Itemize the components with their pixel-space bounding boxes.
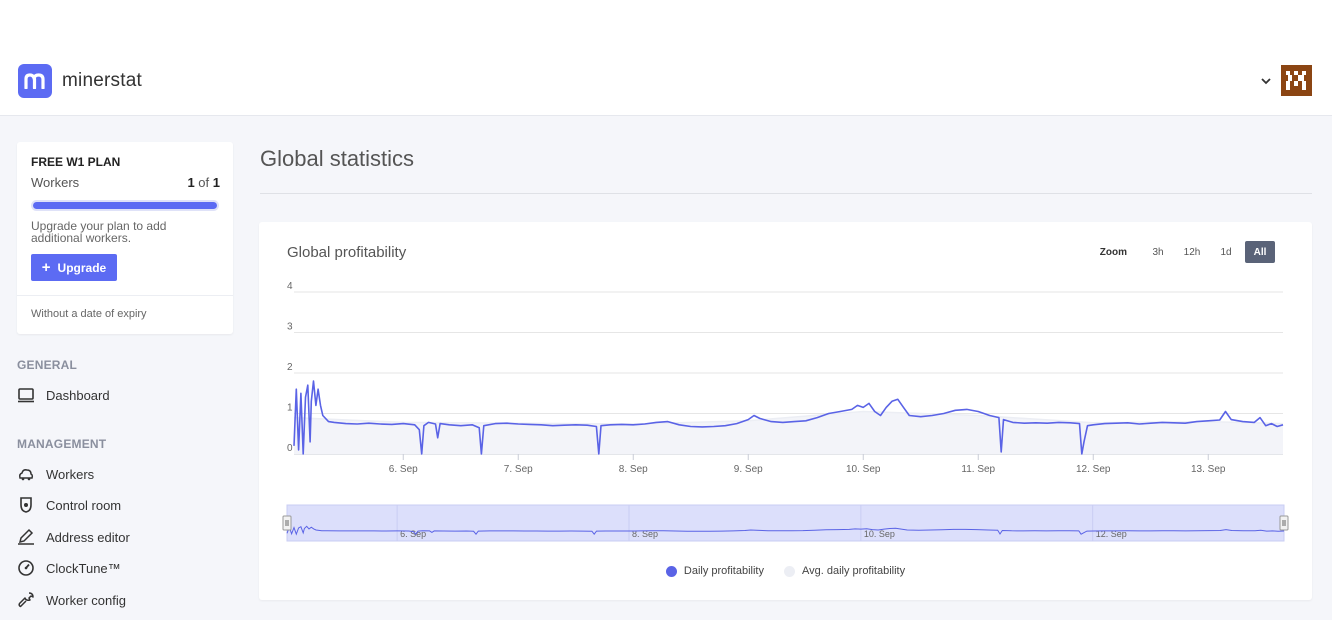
sidebar: FREE W1 PLAN Workers 1 of 1 Upgrade your… [0,117,250,620]
workers-used: 1 [187,175,195,190]
workers-row: Workers 1 of 1 [31,175,220,190]
page-title: Global statistics [260,146,415,171]
sidebar-item-worker-config[interactable]: Worker config [17,591,126,609]
x-tick-label: 11. Sep [961,464,995,475]
plus-icon: + [41,259,51,276]
navigator-tick-label: 8. Sep [632,529,658,539]
zoom-label: Zoom [1099,246,1127,258]
legend-label: Daily profitability [683,565,764,577]
navigator-tick-label: 12. Sep [1096,529,1127,539]
upgrade-button[interactable]: + Upgrade [31,254,117,281]
x-tick-label: 12. Sep [1076,464,1111,475]
workers-count: 1 of 1 [187,175,220,190]
legend-marker [665,565,677,577]
legend-label: Avg. daily profitability [801,565,906,577]
profitability-card: 0 1 2 3 4 6. Sep 7. Sep 8. Sep 9. Sep 10. Sep 11. … [259,222,1312,600]
minerstat-logo-icon [18,64,52,98]
y-tick-label: 0 [287,443,293,454]
gauge-icon [18,560,34,576]
workers-progress-bar [31,200,219,211]
x-tick-label: 10. Sep [846,464,881,475]
x-tick-label: 7. Sep [504,464,533,475]
zoom-controls: Zoom 3h 12h 1d All [1100,241,1275,263]
profitability-chart[interactable]: 0 1 2 3 4 6. Sep 7. Sep 8. Sep 9. Sep 10. Sep 11. … [259,222,1312,600]
app-name: minerstat [62,70,142,91]
sidebar-item-workers[interactable]: Workers [17,465,94,483]
top-bar: minerstat [0,0,1332,116]
zoom-button-all[interactable]: All [1245,241,1275,263]
plan-expiry: Without a date of expiry [31,308,147,320]
sidebar-item-label: Worker config [46,592,126,608]
sidebar-item-label: Control room [46,497,122,513]
chart-title: Global profitability [287,244,407,261]
sidebar-item-label: Dashboard [46,387,110,403]
sidebar-item-label: Workers [46,466,95,482]
sidebar-item-label: ClockTune™ [46,560,121,576]
workers-of: of [198,175,210,190]
x-tick-label: 8. Sep [619,464,648,475]
avg-profitability-line [293,410,1284,425]
y-tick-label: 2 [287,362,293,373]
nav-heading-general: GENERAL [17,358,78,372]
plan-title: FREE W1 PLAN [31,155,121,169]
zoom-button-12h[interactable]: 12h [1183,246,1201,258]
y-tick-label: 4 [287,281,293,292]
navigator-right-handle[interactable] [1279,515,1289,531]
zoom-button-3h[interactable]: 3h [1152,246,1164,258]
user-menu[interactable] [1259,65,1312,96]
legend-marker [783,565,795,577]
y-tick-label: 3 [287,322,293,333]
workers-progress-fill [33,202,217,209]
sidebar-item-dashboard[interactable]: Dashboard [17,386,110,404]
chart-legend: Daily profitability Avg. daily profitabil… [259,565,1312,577]
monitor-icon [18,388,34,403]
workers-label: Workers [31,175,80,190]
upgrade-hint: Upgrade your plan to add additional work… [31,219,167,245]
navigator-left-handle[interactable] [282,515,292,531]
wrench-icon [18,592,34,608]
navigator-selection[interactable] [286,504,1285,542]
x-tick-label: 9. Sep [734,464,763,475]
x-tick-label: 13. Sep [1191,464,1226,475]
legend-item[interactable]: Daily profitability [665,565,764,577]
navigator-series-line [286,525,1285,536]
sidebar-item-clocktune[interactable]: ClockTune™ [17,559,121,577]
workers-icon [19,469,34,481]
plan-divider [17,295,233,296]
sidebar-item-address-editor[interactable]: Address editor [17,528,130,546]
plan-card: FREE W1 PLAN Workers 1 of 1 Upgrade your… [17,142,233,334]
chevron-down-icon[interactable] [1259,74,1273,88]
avatar[interactable] [1281,65,1312,96]
sidebar-item-label: Address editor [46,529,130,545]
sidebar-item-control-room[interactable]: Control room [17,496,121,514]
navigator-tick-label: 10. Sep [864,529,895,539]
y-tick-label: 1 [287,403,293,414]
nav-heading-management: MANAGEMENT [17,437,107,451]
daily-profitability-line[interactable] [293,380,1284,455]
app-logo[interactable]: minerstat [18,64,142,98]
x-tick-label: 6. Sep [389,464,418,475]
upgrade-button-label: Upgrade [57,260,107,275]
zoom-button-1d[interactable]: 1d [1220,246,1232,258]
workers-total: 1 [212,175,220,190]
title-divider [260,193,1312,194]
pencil-icon [18,528,34,545]
navigator-tick-label: 6. Sep [400,529,426,539]
control-room-icon [20,497,32,513]
legend-item[interactable]: Avg. daily profitability [783,565,906,577]
